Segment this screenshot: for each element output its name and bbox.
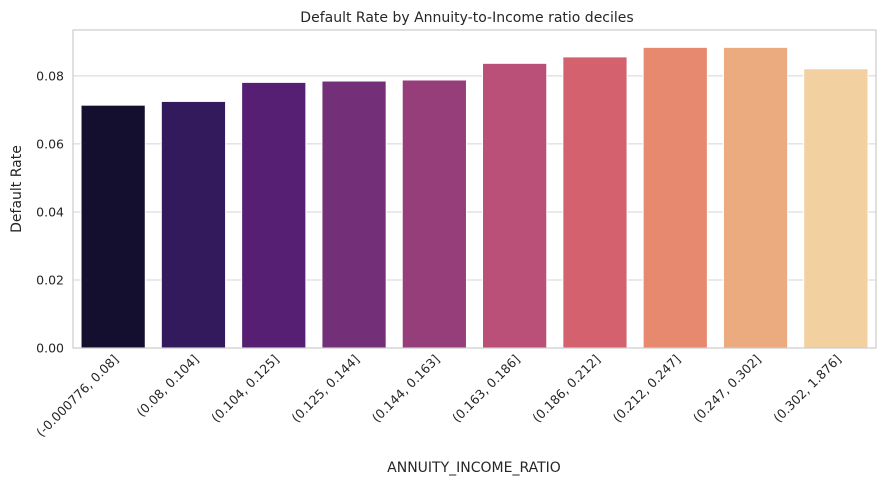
bar [80, 104, 146, 349]
x-tick-label: (0.302, 1.876] [770, 352, 844, 426]
x-tick-label: (0.212, 0.247] [610, 352, 684, 426]
x-tick-label: (0.125, 0.144] [288, 352, 362, 426]
bar [722, 46, 789, 349]
x-tick-labels: (-0.000776, 0.08] (0.08, 0.104] (0.104, 0.… [33, 352, 844, 440]
x-tick-label: (0.186, 0.212] [529, 352, 603, 426]
bar [321, 80, 387, 349]
y-tick-label: 0.00 [36, 341, 64, 356]
bar [241, 81, 307, 349]
plot-frame [72, 29, 877, 349]
y-tick-label: 0.08 [36, 68, 64, 83]
x-tick-label: (0.144, 0.163] [369, 352, 443, 426]
bar [642, 46, 708, 349]
bars [80, 46, 869, 349]
y-axis-label: Default Rate [9, 145, 25, 233]
chart-title: Default Rate by Annuity-to-Income ratio … [300, 10, 633, 26]
x-tick-label: (0.08, 0.104] [133, 352, 201, 420]
x-tick-label: (0.104, 0.125] [208, 352, 282, 426]
x-tick-label: (-0.000776, 0.08] [33, 352, 121, 440]
y-tick-labels: 0.00 0.02 0.04 0.06 0.08 [36, 68, 64, 355]
bar [401, 79, 467, 349]
bar [160, 100, 227, 349]
y-tick-label: 0.04 [36, 204, 64, 219]
y-tick-label: 0.02 [36, 272, 64, 287]
y-tick-label: 0.06 [36, 136, 64, 151]
x-tick-label: (0.247, 0.302] [690, 352, 764, 426]
x-tick-label: (0.163, 0.186] [449, 352, 523, 426]
x-axis-label: ANNUITY_INCOME_RATIO [387, 460, 561, 476]
bar [562, 56, 628, 349]
bar [482, 62, 548, 349]
bar [803, 68, 869, 349]
